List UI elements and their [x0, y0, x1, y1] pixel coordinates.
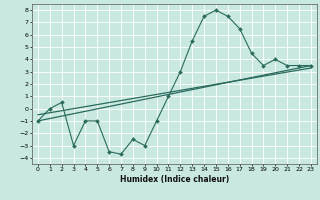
X-axis label: Humidex (Indice chaleur): Humidex (Indice chaleur) [120, 175, 229, 184]
